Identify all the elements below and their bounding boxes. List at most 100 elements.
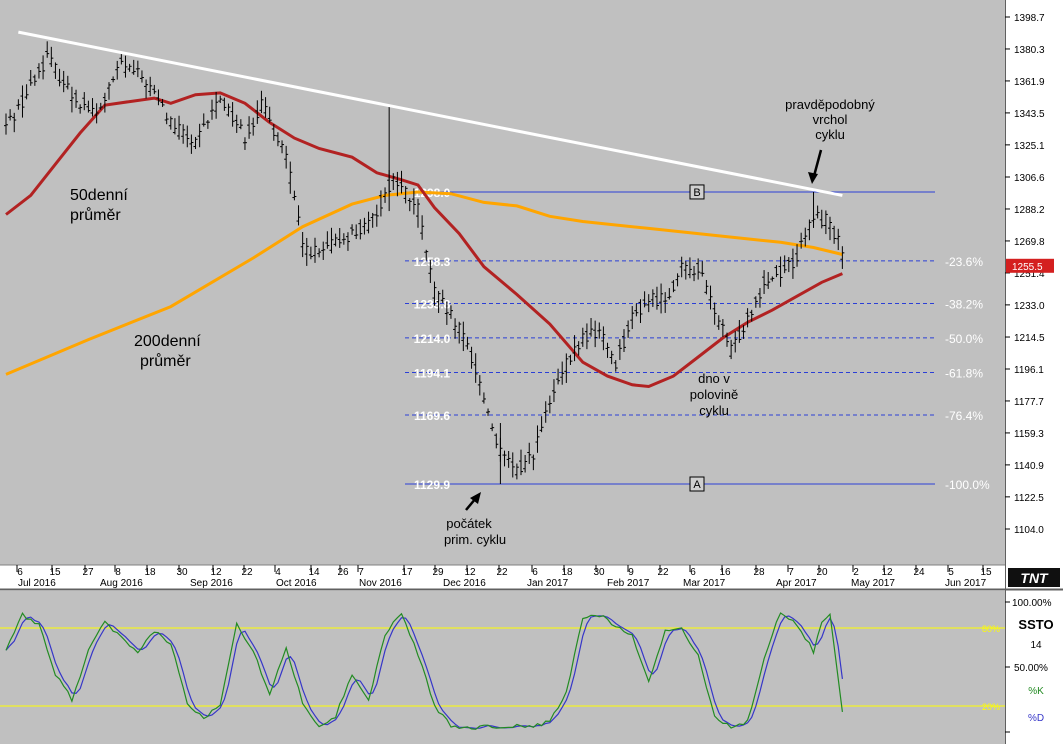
ma200-annotation: 200denní průměr (134, 333, 201, 370)
price-tick-label: 1159.3 (1014, 429, 1044, 440)
price-tick-label: 1233.0 (1014, 301, 1045, 312)
fib-percent-label: -38.2% (945, 297, 983, 311)
price-tick-label: 1122.5 (1014, 493, 1044, 504)
last-price-label: 1255.5 (1012, 262, 1043, 273)
fib-level-label: 1258.3 (414, 255, 451, 269)
fib-marker-label: B (693, 187, 700, 199)
ma50-label-line1: 50denní (70, 187, 128, 204)
date-day-label: 4 (275, 567, 281, 578)
start-label-line2: prim. cyklu (444, 532, 506, 547)
date-day-label: 5 (948, 567, 954, 578)
date-month-label: Dec 2016 (443, 578, 486, 589)
date-day-label: 7 (358, 567, 364, 578)
ma50-annotation: 50denní průměr (70, 187, 128, 224)
date-day-label: 12 (210, 567, 222, 578)
date-month-label: Mar 2017 (683, 578, 726, 589)
mid-annotation: dno v polovině cyklu (690, 371, 738, 418)
date-month-label: Apr 2017 (776, 578, 817, 589)
stoch-level-label: 20% (982, 702, 1000, 712)
fib-percent-label: -50.0% (945, 332, 983, 346)
date-day-label: 17 (401, 567, 413, 578)
fib-percent-label: -61.8% (945, 366, 983, 380)
date-month-label: Jan 2017 (527, 578, 569, 589)
stoch-k-legend: %K (1028, 686, 1044, 697)
date-day-label: 18 (144, 567, 156, 578)
date-month-label: Oct 2016 (276, 578, 317, 589)
price-tick-label: 1214.5 (1014, 333, 1045, 344)
price-tick-label: 1380.3 (1014, 45, 1045, 56)
mid-label-line2: polovině (690, 387, 738, 402)
date-day-label: 24 (913, 567, 925, 578)
date-day-label: 12 (881, 567, 893, 578)
fib-level-label: 1169.6 (414, 409, 450, 423)
date-month-label: Aug 2016 (100, 578, 143, 589)
price-tick-label: 1288.2 (1014, 205, 1045, 216)
trendline (18, 30, 843, 197)
stochastic-axis-panel (1005, 591, 1063, 744)
price-tick-label: 1140.9 (1014, 461, 1044, 472)
stoch-period: 14 (1030, 640, 1042, 651)
price-tick-label: 1177.7 (1014, 397, 1044, 408)
stoch-tick-label: 50.00% (1014, 663, 1048, 674)
date-day-label: 22 (657, 567, 669, 578)
fib-percent-label: -100.0% (945, 478, 990, 492)
top-label-line3: cyklu (815, 127, 845, 142)
date-month-label: Sep 2016 (190, 578, 233, 589)
mid-label-line3: cyklu (699, 403, 729, 418)
fib-percent-label: -76.4% (945, 409, 983, 423)
stoch-level-label: 80% (982, 624, 1000, 634)
stoch-title: SSTO (1018, 617, 1053, 632)
date-day-label: 29 (432, 567, 444, 578)
date-day-label: 14 (308, 567, 320, 578)
ma200-label-line2: průměr (140, 352, 191, 370)
fib-level-label: 1214.0 (414, 332, 451, 346)
mid-label-line1: dno v (698, 371, 730, 386)
date-month-label: May 2017 (851, 578, 895, 589)
fib-marker-box (689, 184, 705, 200)
fib-level-label: 1233.8 (414, 297, 451, 311)
last-price-tag (1006, 258, 1054, 273)
date-axis-panel (0, 565, 1005, 589)
date-month-label: Jul 2016 (18, 578, 56, 589)
date-day-label: 27 (82, 567, 94, 578)
date-day-label: 6 (17, 567, 23, 578)
date-day-label: 15 (49, 567, 61, 578)
date-day-label: 16 (719, 567, 731, 578)
ma200-label-line1: 200denní (134, 333, 201, 350)
price-tick-label: 1196.1 (1014, 365, 1044, 376)
price-tick-label: 1398.7 (1014, 13, 1045, 24)
date-month-label: Nov 2016 (359, 578, 402, 589)
top-label-line2: vrchol (813, 112, 848, 127)
date-day-label: 28 (753, 567, 765, 578)
date-day-label: 26 (337, 567, 349, 578)
price-tick-label: 1104.0 (1014, 525, 1044, 536)
fib-percent-label: -23.6% (945, 255, 983, 269)
date-day-label: 22 (496, 567, 508, 578)
fib-level-label: 1129.9 (414, 478, 450, 492)
date-month-label: Jun 2017 (945, 578, 987, 589)
top-arrow (808, 149, 823, 184)
fib-level-label: 1194.1 (414, 366, 450, 380)
price-tick-label: 1251.4 (1014, 269, 1045, 280)
stoch-d-legend: %D (1028, 713, 1044, 724)
fib-marker-box (689, 476, 705, 492)
date-month-label: Feb 2017 (607, 578, 650, 589)
date-day-label: 7 (788, 567, 794, 578)
start-annotation: počátek prim. cyklu (444, 516, 506, 547)
date-day-label: 22 (241, 567, 253, 578)
date-day-label: 9 (628, 567, 634, 578)
date-day-label: 20 (816, 567, 828, 578)
ma50-label-line2: průměr (70, 206, 121, 224)
date-day-label: 30 (593, 567, 605, 578)
top-label-line1: pravděpodobný (785, 97, 875, 112)
price-axis-panel (1005, 0, 1063, 565)
ma50-line (5, 91, 843, 389)
top-annotation: pravděpodobný vrchol cyklu (785, 97, 875, 142)
price-tick-label: 1361.9 (1014, 77, 1045, 88)
price-tick-label: 1343.5 (1014, 109, 1045, 120)
stoch-d-line (5, 615, 843, 729)
stoch-k-line (5, 611, 843, 730)
fib-marker-label: A (693, 479, 701, 491)
